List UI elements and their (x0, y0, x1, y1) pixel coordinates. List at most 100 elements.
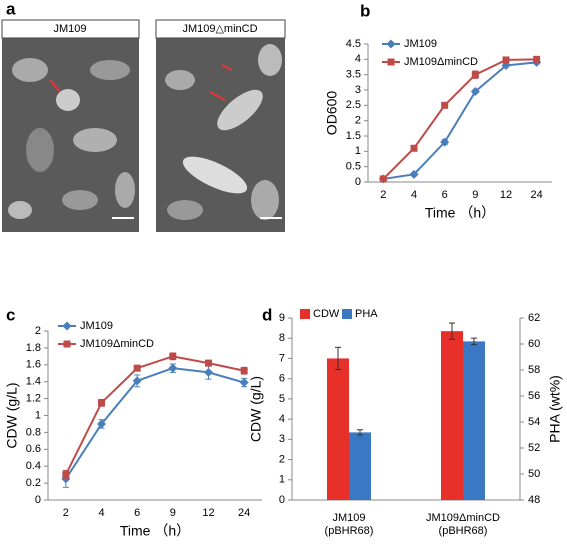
data-point (97, 419, 106, 429)
tick-label: 1 (279, 474, 285, 486)
tick-label: 4 (355, 53, 361, 65)
x-tick-label: 9 (170, 507, 176, 519)
micrograph-right (155, 19, 286, 232)
data-point (205, 359, 212, 367)
legend-label: JM109ΔminCD (404, 56, 478, 68)
legend-label: JM109 (404, 38, 437, 50)
tick-label: 1.2 (26, 393, 41, 405)
bar (327, 358, 349, 500)
data-point (441, 101, 449, 109)
x-tick-label: 24 (238, 507, 250, 519)
tick-label: 2 (355, 115, 361, 127)
x-tick-label: (pBHR68) (325, 525, 374, 537)
tick-label: 4.5 (346, 38, 361, 50)
x-tick-label: JM109ΔminCD (426, 512, 500, 524)
x-axis-label: Time （h） (425, 205, 495, 221)
data-point (132, 376, 142, 386)
tick-label: 1.6 (26, 359, 41, 371)
x-tick-label: 9 (472, 189, 478, 201)
y2-axis-label: PHA (wt%) (547, 375, 563, 443)
y-axis-label: CDW (g/L) (4, 382, 20, 448)
tick-label: 6 (279, 373, 285, 385)
x-tick-label: 6 (134, 507, 140, 519)
tick-label: 3.5 (346, 69, 361, 81)
legend-marker (387, 58, 395, 66)
tick-label: 5 (279, 393, 285, 405)
tick-label: 1.4 (26, 376, 41, 388)
tick-label: 50 (528, 468, 540, 480)
x-tick-label: (pBHR68) (439, 525, 488, 537)
data-point (502, 56, 510, 64)
panel-label: d (262, 305, 272, 324)
panel-label: b (360, 1, 370, 20)
tick-label: 1.8 (26, 342, 41, 354)
micrograph-left (1, 19, 140, 232)
series-line (64, 355, 245, 476)
x-tick-label: 12 (500, 189, 512, 201)
x-tick-label: JM109 (332, 512, 365, 524)
legend-marker (63, 340, 71, 348)
tick-label: 3 (355, 84, 361, 96)
legend-label: PHA (355, 308, 378, 320)
tick-label: 0.4 (26, 460, 41, 472)
data-point (409, 169, 419, 179)
data-point (379, 175, 387, 183)
panel-label: a (6, 0, 16, 18)
tick-label: 56 (528, 390, 540, 402)
tick-label: 4 (279, 413, 285, 425)
x-tick-label: 2 (380, 189, 386, 201)
data-point (239, 378, 249, 388)
legend-swatch (300, 309, 310, 319)
data-point (169, 352, 177, 360)
x-axis-label: Time （h） (120, 523, 190, 539)
tick-label: 58 (528, 364, 540, 376)
legend-label: JM109 (80, 320, 113, 332)
x-tick-label: 24 (531, 189, 543, 201)
data-point (471, 71, 479, 79)
tick-label: 0 (355, 176, 361, 188)
tick-label: 62 (528, 312, 540, 324)
series-line (64, 367, 245, 480)
tick-label: 2 (279, 453, 285, 465)
tick-label: 60 (528, 338, 540, 350)
x-tick-label: 4 (411, 189, 417, 201)
tick-label: 1 (355, 145, 361, 157)
legend-marker (386, 39, 396, 49)
tick-label: 0 (35, 494, 41, 506)
tick-label: 1.5 (346, 130, 361, 142)
tick-label: 0.8 (26, 426, 41, 438)
tick-label: 0.2 (26, 477, 41, 489)
tick-label: 1 (35, 409, 41, 421)
tick-label: 9 (279, 312, 285, 324)
series-line (383, 61, 537, 180)
data-point (168, 363, 178, 373)
x-tick-label: 6 (442, 189, 448, 201)
tick-label: 8 (279, 332, 285, 344)
data-point (133, 364, 141, 372)
y-axis-label: CDW (g/L) (248, 376, 264, 442)
tick-label: 2.5 (346, 99, 361, 111)
y-axis-label: OD600 (324, 91, 340, 136)
tick-label: 0.6 (26, 443, 41, 455)
tick-label: 48 (528, 494, 540, 506)
micrograph-label: JM109△minCD (182, 23, 257, 35)
x-tick-label: 2 (63, 507, 69, 519)
legend-label: JM109ΔminCD (80, 338, 154, 350)
x-tick-label: 4 (98, 507, 104, 519)
tick-label: 3 (279, 433, 285, 445)
data-point (98, 399, 105, 407)
data-point (470, 87, 480, 97)
bar (463, 341, 485, 500)
data-point (204, 367, 213, 377)
legend-marker (62, 321, 72, 331)
tick-label: 7 (279, 352, 285, 364)
panel-label: c (6, 305, 15, 324)
x-tick-label: 12 (202, 507, 214, 519)
tick-label: 0 (279, 494, 285, 506)
micrograph-label: JM109 (53, 23, 86, 35)
bar (349, 432, 371, 500)
tick-label: 52 (528, 442, 540, 454)
series-line (382, 58, 537, 180)
data-point (410, 144, 418, 152)
